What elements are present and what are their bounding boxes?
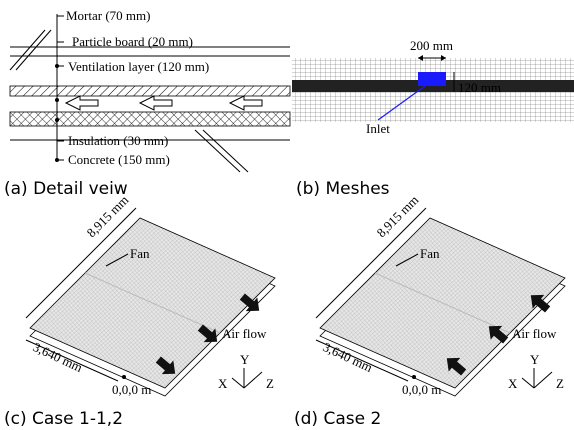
- axis-label: Z: [556, 376, 564, 391]
- origin-dot: [412, 375, 416, 379]
- fan-label: Fan: [130, 246, 150, 261]
- break-line: [195, 130, 240, 172]
- flow-arrow: [66, 96, 98, 110]
- leader-dot: [55, 98, 59, 102]
- fan-label: Fan: [420, 246, 440, 261]
- break-line: [16, 30, 51, 70]
- leader-dot: [55, 118, 59, 122]
- origin-label: 0,0,0 m: [402, 382, 441, 397]
- flow-arrow: [230, 96, 262, 110]
- axis-label: X: [218, 376, 228, 391]
- flow-arrows: [66, 96, 262, 110]
- height-label: 120 mm: [458, 80, 501, 95]
- layer-label: Mortar (70 mm): [66, 8, 150, 23]
- airflow-label: Air flow: [222, 326, 267, 341]
- caption: (b) Meshes: [296, 179, 390, 199]
- panel-detail: Mortar (70 mm) Particle board (20 mm) Ve…: [4, 8, 290, 199]
- layer-label: Insulation (30 mm): [68, 133, 168, 148]
- axis-line: [522, 378, 534, 388]
- panel-case: 8,915 mm Fan Air flow 3,640 mm 0,0,0 m Y…: [4, 192, 275, 429]
- caption: (c) Case 1-1,2: [4, 409, 123, 429]
- layer-label: Particle board (20 mm): [72, 34, 193, 49]
- origin-dot: [122, 375, 126, 379]
- caption: (a) Detail veiw: [4, 179, 128, 199]
- axis-label: Y: [530, 352, 540, 367]
- insulation-layer: [10, 112, 290, 126]
- panel-meshes: 200 mm 120 mm Inlet (b) Meshes: [292, 38, 574, 199]
- axis-label: X: [508, 376, 518, 391]
- hatched-layer: [10, 86, 290, 96]
- caption: (d) Case 2: [294, 409, 381, 429]
- width-label: 200 mm: [410, 38, 453, 53]
- break-line: [203, 130, 248, 172]
- axis-icon: [232, 368, 262, 388]
- axis-label: Z: [266, 376, 274, 391]
- length-label: 8,915 mm: [84, 192, 132, 240]
- figure: Mortar (70 mm) Particle board (20 mm) Ve…: [0, 0, 574, 430]
- break-line: [10, 30, 45, 70]
- flow-arrow: [140, 96, 172, 110]
- axis-line: [244, 372, 262, 388]
- inlet-label: Inlet: [366, 121, 390, 136]
- axis-label: Y: [240, 352, 250, 367]
- origin-label: 0,0,0 m: [112, 382, 151, 397]
- layer-label: Concrete (150 mm): [68, 152, 170, 167]
- layer-label: Ventilation layer (120 mm): [68, 59, 209, 74]
- axis-icon: [522, 368, 552, 388]
- axis-line: [534, 372, 552, 388]
- length-label: 8,915 mm: [374, 192, 422, 240]
- inlet-box: [418, 72, 446, 86]
- panel-case: 8,915 mm Fan Air flow 3,640 mm 0,0,0 m Y…: [294, 192, 565, 429]
- airflow-label: Air flow: [512, 326, 557, 341]
- axis-line: [232, 378, 244, 388]
